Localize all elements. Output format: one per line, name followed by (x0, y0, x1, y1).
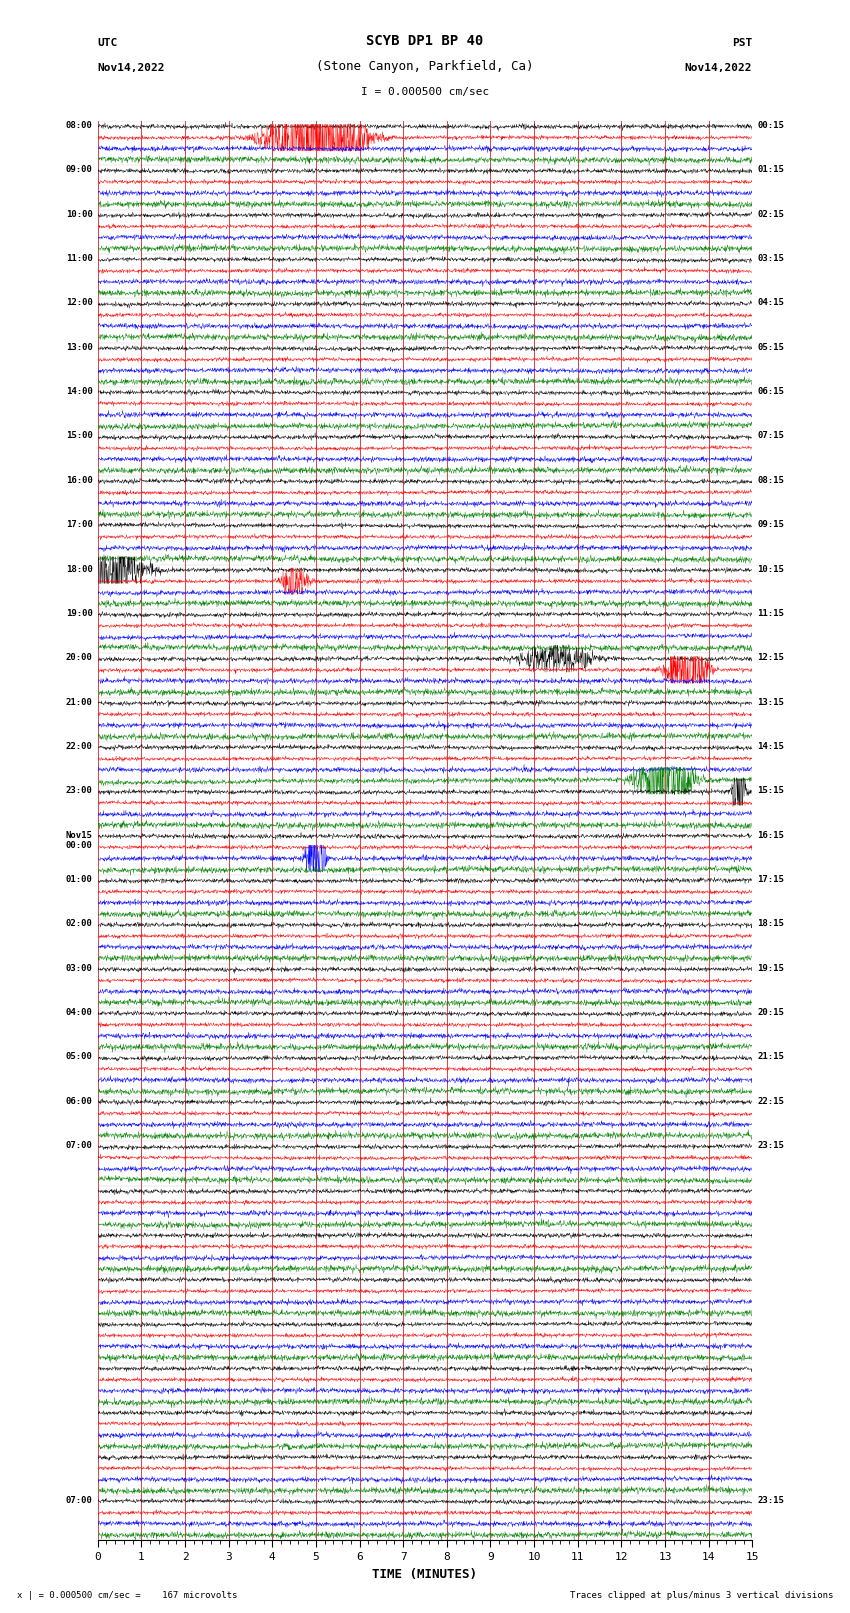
Text: 06:00: 06:00 (65, 1097, 93, 1107)
Text: (Stone Canyon, Parkfield, Ca): (Stone Canyon, Parkfield, Ca) (316, 60, 534, 73)
Text: 04:15: 04:15 (757, 298, 785, 308)
Text: 15:15: 15:15 (757, 787, 785, 795)
Text: 02:00: 02:00 (65, 919, 93, 929)
Text: 15:00: 15:00 (65, 431, 93, 440)
Text: 22:15: 22:15 (757, 1097, 785, 1107)
Text: 16:15: 16:15 (757, 831, 785, 840)
Text: I = 0.000500 cm/sec: I = 0.000500 cm/sec (361, 87, 489, 97)
Text: x | = 0.000500 cm/sec =    167 microvolts: x | = 0.000500 cm/sec = 167 microvolts (17, 1590, 237, 1600)
Text: Nov14,2022: Nov14,2022 (685, 63, 752, 73)
Text: 17:00: 17:00 (65, 519, 93, 529)
X-axis label: TIME (MINUTES): TIME (MINUTES) (372, 1568, 478, 1581)
Text: 00:15: 00:15 (757, 121, 785, 131)
Text: 20:15: 20:15 (757, 1008, 785, 1018)
Text: 23:00: 23:00 (65, 787, 93, 795)
Text: 05:00: 05:00 (65, 1052, 93, 1061)
Text: 10:00: 10:00 (65, 210, 93, 219)
Text: 08:15: 08:15 (757, 476, 785, 486)
Text: Traces clipped at plus/minus 3 vertical divisions: Traces clipped at plus/minus 3 vertical … (570, 1590, 833, 1600)
Text: PST: PST (732, 39, 752, 48)
Text: 07:00: 07:00 (65, 1142, 93, 1150)
Text: 18:15: 18:15 (757, 919, 785, 929)
Text: 03:00: 03:00 (65, 963, 93, 973)
Text: 12:15: 12:15 (757, 653, 785, 663)
Text: 09:00: 09:00 (65, 166, 93, 174)
Text: 18:00: 18:00 (65, 565, 93, 574)
Text: 19:00: 19:00 (65, 608, 93, 618)
Text: 02:15: 02:15 (757, 210, 785, 219)
Text: Nov14,2022: Nov14,2022 (98, 63, 165, 73)
Text: 14:00: 14:00 (65, 387, 93, 397)
Text: 06:15: 06:15 (757, 387, 785, 397)
Text: 07:15: 07:15 (757, 431, 785, 440)
Text: 13:15: 13:15 (757, 697, 785, 706)
Text: 12:00: 12:00 (65, 298, 93, 308)
Text: 05:15: 05:15 (757, 342, 785, 352)
Text: 22:00: 22:00 (65, 742, 93, 752)
Text: SCYB DP1 BP 40: SCYB DP1 BP 40 (366, 34, 484, 48)
Text: 23:15: 23:15 (757, 1142, 785, 1150)
Text: 08:00: 08:00 (65, 121, 93, 131)
Text: 11:15: 11:15 (757, 608, 785, 618)
Text: 14:15: 14:15 (757, 742, 785, 752)
Text: 07:00: 07:00 (65, 1497, 93, 1505)
Text: 09:15: 09:15 (757, 519, 785, 529)
Text: 20:00: 20:00 (65, 653, 93, 663)
Text: 10:15: 10:15 (757, 565, 785, 574)
Text: 11:00: 11:00 (65, 253, 93, 263)
Text: 21:00: 21:00 (65, 697, 93, 706)
Text: UTC: UTC (98, 39, 118, 48)
Text: 19:15: 19:15 (757, 963, 785, 973)
Text: 01:00: 01:00 (65, 874, 93, 884)
Text: Nov15
00:00: Nov15 00:00 (65, 831, 93, 850)
Text: 16:00: 16:00 (65, 476, 93, 486)
Text: 13:00: 13:00 (65, 342, 93, 352)
Text: 04:00: 04:00 (65, 1008, 93, 1018)
Text: 17:15: 17:15 (757, 874, 785, 884)
Text: 01:15: 01:15 (757, 166, 785, 174)
Text: 23:15: 23:15 (757, 1497, 785, 1505)
Text: 03:15: 03:15 (757, 253, 785, 263)
Text: 21:15: 21:15 (757, 1052, 785, 1061)
